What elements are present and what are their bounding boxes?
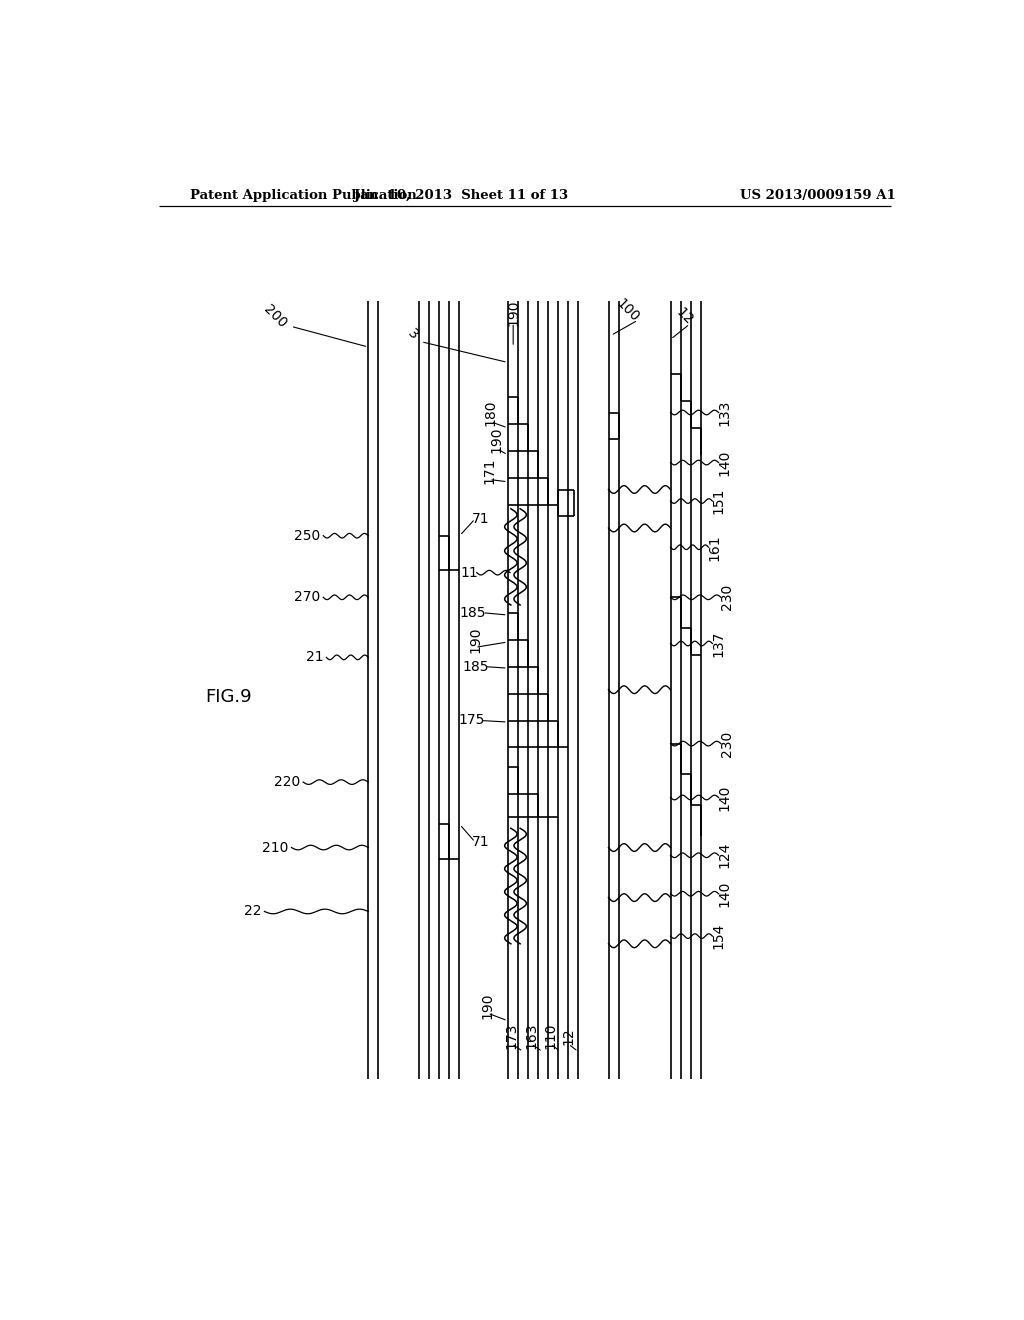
Text: US 2013/0009159 A1: US 2013/0009159 A1 bbox=[740, 189, 896, 202]
Text: 190: 190 bbox=[506, 300, 520, 326]
Text: 270: 270 bbox=[294, 590, 321, 605]
Text: 230: 230 bbox=[720, 585, 734, 610]
Text: 180: 180 bbox=[483, 399, 498, 426]
Text: 133: 133 bbox=[718, 400, 732, 425]
Text: 124: 124 bbox=[718, 842, 732, 869]
Text: Patent Application Publication: Patent Application Publication bbox=[190, 189, 417, 202]
Text: 210: 210 bbox=[262, 841, 289, 854]
Text: 173: 173 bbox=[505, 1023, 518, 1049]
Text: 140: 140 bbox=[718, 449, 732, 475]
Text: 154: 154 bbox=[712, 923, 726, 949]
Text: 22: 22 bbox=[244, 904, 261, 919]
Text: 137: 137 bbox=[712, 631, 726, 656]
Text: 250: 250 bbox=[294, 529, 321, 543]
Text: 71: 71 bbox=[472, 836, 489, 849]
Text: 140: 140 bbox=[718, 784, 732, 810]
Text: 185: 185 bbox=[460, 606, 486, 619]
Text: 220: 220 bbox=[273, 775, 300, 789]
Text: 200: 200 bbox=[261, 302, 290, 330]
Text: 12: 12 bbox=[673, 305, 695, 327]
Text: 161: 161 bbox=[708, 533, 722, 561]
Text: 190: 190 bbox=[480, 993, 495, 1019]
Text: 12: 12 bbox=[561, 1027, 575, 1045]
Text: 185: 185 bbox=[462, 660, 488, 673]
Text: 175: 175 bbox=[458, 714, 484, 727]
Text: 163: 163 bbox=[524, 1023, 538, 1049]
Text: 71: 71 bbox=[472, 512, 489, 525]
Text: 171: 171 bbox=[482, 457, 497, 483]
Text: 190: 190 bbox=[468, 627, 482, 653]
Text: 230: 230 bbox=[720, 730, 734, 756]
Text: Jan. 10, 2013  Sheet 11 of 13: Jan. 10, 2013 Sheet 11 of 13 bbox=[354, 189, 568, 202]
Text: 140: 140 bbox=[718, 880, 732, 907]
Text: FIG.9: FIG.9 bbox=[206, 689, 252, 706]
Text: 110: 110 bbox=[544, 1023, 557, 1049]
Text: 21: 21 bbox=[306, 651, 324, 664]
Text: 151: 151 bbox=[712, 488, 726, 515]
Text: 190: 190 bbox=[489, 426, 504, 453]
Text: 11: 11 bbox=[460, 566, 478, 579]
Text: 100: 100 bbox=[613, 297, 642, 325]
Text: 3: 3 bbox=[406, 326, 421, 342]
